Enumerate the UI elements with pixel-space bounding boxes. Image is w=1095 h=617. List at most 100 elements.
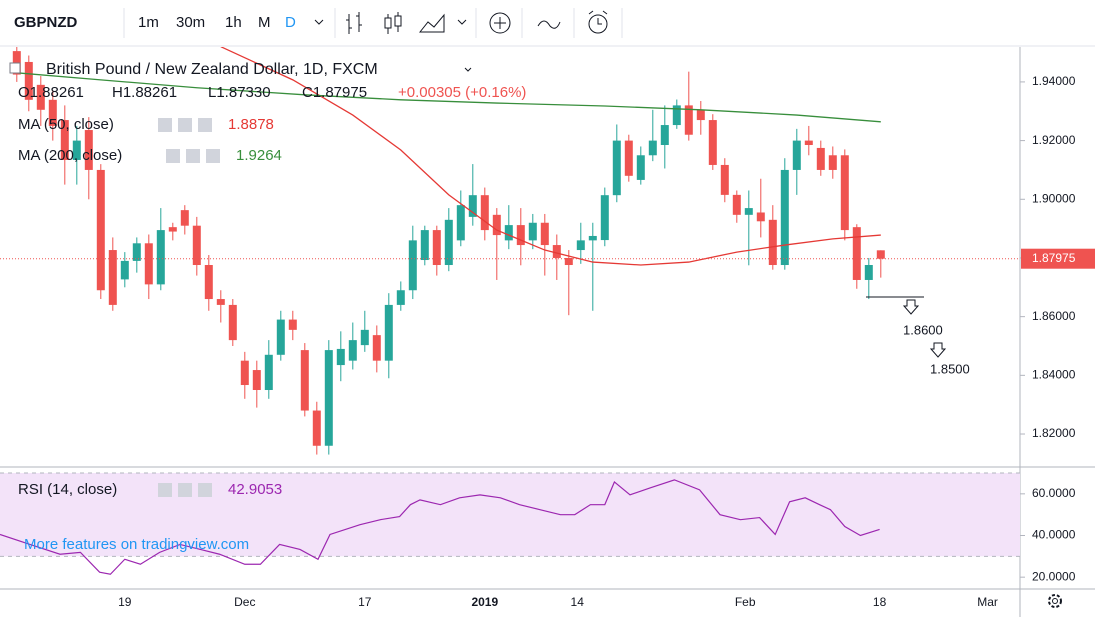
candle-body xyxy=(192,225,201,266)
dropdown-icon[interactable] xyxy=(457,19,467,25)
settings-icon[interactable] xyxy=(1048,594,1062,608)
alert-icon[interactable] xyxy=(588,10,608,25)
candles-icon[interactable] xyxy=(384,17,392,29)
x-tick-label: 17 xyxy=(358,595,372,609)
candle-body xyxy=(312,410,321,446)
candle-body xyxy=(60,120,69,160)
candle-body xyxy=(552,245,561,258)
candle-body xyxy=(876,250,885,259)
collapse-icon[interactable] xyxy=(9,62,21,74)
candle-body xyxy=(288,319,297,330)
candle-body xyxy=(396,290,405,305)
ohlc-close: C1.87975 xyxy=(302,84,367,101)
candle-body xyxy=(84,130,93,170)
candle-body xyxy=(744,208,753,215)
candle-body xyxy=(180,210,189,226)
x-tick-label: 14 xyxy=(571,595,585,609)
x-tick-label: Feb xyxy=(735,595,756,609)
candle-body xyxy=(660,125,669,146)
axes: 19 Dec 17 2019 14 Feb 18 Mar 1.82000 1.84000 1.860… xyxy=(118,74,1095,609)
moving-average xyxy=(16,72,881,123)
last-price-label: 1.87975 xyxy=(1032,251,1076,265)
candle-body xyxy=(456,205,465,241)
y-tick-label: 1.86000 xyxy=(1032,309,1076,323)
x-tick-label: Mar xyxy=(977,595,998,609)
indicator-icon[interactable] xyxy=(494,17,506,29)
x-tick-label: 2019 xyxy=(471,595,498,609)
rsi-background xyxy=(0,472,1020,557)
candle-body xyxy=(564,257,573,266)
ohlc-change: +0.00305 (+0.16%) xyxy=(398,84,526,101)
y-tick-label: 60.0000 xyxy=(1032,486,1076,500)
candle-body xyxy=(132,243,141,261)
candle-body xyxy=(24,61,33,100)
candle-body xyxy=(120,260,129,280)
candle-body xyxy=(792,140,801,170)
candle-body xyxy=(804,140,813,146)
area-icon[interactable] xyxy=(418,13,445,33)
candle-body xyxy=(216,299,225,305)
ohlc-low: L1.87330 xyxy=(208,84,271,101)
candle-body xyxy=(612,140,621,196)
candle-body xyxy=(168,227,177,232)
candle-body xyxy=(324,350,333,446)
legend-buttons[interactable] xyxy=(158,118,212,132)
ohlc-open: O1.88261 xyxy=(18,84,84,101)
indicator-icon[interactable] xyxy=(489,12,511,34)
candle-body xyxy=(672,105,681,126)
interval[interactable]: D xyxy=(285,14,296,31)
annotation-label: 1.8500 xyxy=(930,361,970,376)
dropdown-icon[interactable] xyxy=(464,67,472,72)
candle-body xyxy=(108,250,117,305)
moving-average xyxy=(220,47,881,266)
ma-value: 1.9264 xyxy=(236,147,282,164)
y-tick-label: 1.90000 xyxy=(1032,191,1076,205)
x-tick-label: Dec xyxy=(234,595,255,609)
interval[interactable]: 1h xyxy=(225,14,242,31)
symbol[interactable]: GBPNZD xyxy=(14,14,78,31)
legend-buttons[interactable] xyxy=(166,149,220,163)
alert-icon[interactable] xyxy=(588,14,608,34)
candle-body xyxy=(408,240,417,291)
compare-icon[interactable] xyxy=(537,20,561,29)
candle-body xyxy=(864,265,873,280)
interval[interactable]: 1m xyxy=(138,14,159,31)
candle-body xyxy=(720,164,729,195)
y-tick-label: 20.0000 xyxy=(1032,569,1076,583)
ma-value: 1.8878 xyxy=(228,116,274,133)
promo-link[interactable]: More features on tradingview.com xyxy=(24,536,249,553)
arrow-down xyxy=(902,299,920,315)
candle-body xyxy=(144,243,153,285)
candle-body xyxy=(576,240,585,251)
candle-body xyxy=(240,360,249,386)
candle-body xyxy=(708,120,717,165)
ma-legend: MA (200, close) xyxy=(18,147,122,164)
bars-icon[interactable] xyxy=(346,12,362,34)
candle-body xyxy=(204,265,213,300)
candle-body xyxy=(504,225,513,241)
candle-body xyxy=(48,99,57,126)
candle-body xyxy=(336,348,345,366)
legend-buttons[interactable] xyxy=(158,483,212,497)
x-tick-label: 18 xyxy=(873,595,887,609)
candle-body xyxy=(468,195,477,217)
dropdown-icon[interactable] xyxy=(314,19,324,25)
candle-body xyxy=(528,222,537,241)
candle-body xyxy=(696,109,705,121)
candle-body xyxy=(444,219,453,266)
candle-body xyxy=(492,214,501,236)
legend: British Pound / New Zealand Dollar, 1D, … xyxy=(9,61,526,553)
x-tick-label: 19 xyxy=(118,595,132,609)
candles-icon[interactable] xyxy=(394,15,402,27)
ohlc-high: H1.88261 xyxy=(112,84,177,101)
candle-body xyxy=(756,212,765,222)
candle-body xyxy=(384,304,393,361)
candle-body xyxy=(588,235,597,241)
candle-body xyxy=(816,147,825,170)
candle-body xyxy=(264,354,273,391)
candle-body xyxy=(72,140,81,160)
candle-body xyxy=(624,140,633,176)
interval[interactable]: 30m xyxy=(176,14,205,31)
interval[interactable]: M xyxy=(258,14,271,31)
